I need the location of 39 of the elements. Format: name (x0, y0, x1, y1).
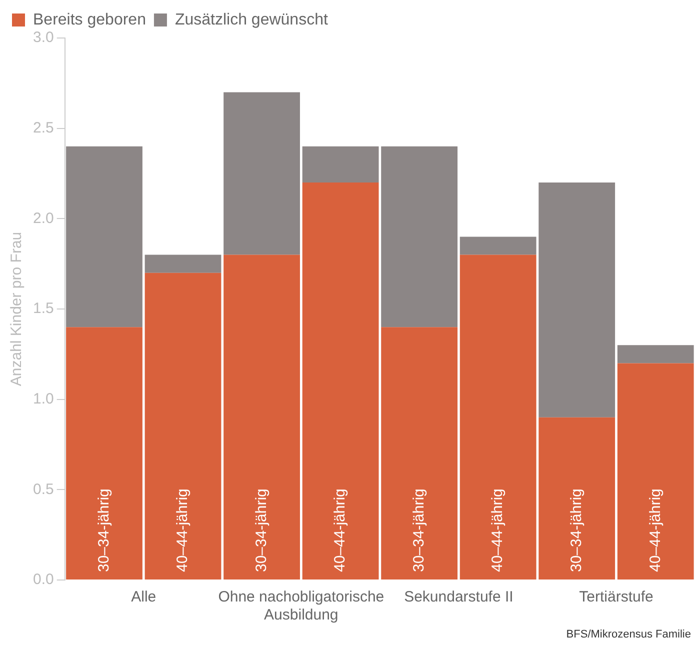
y-tick-label: 2.0 (32, 210, 54, 227)
x-tick-label: 30–34-jährig (410, 488, 428, 572)
x-tick-label: 30–34-jährig (95, 488, 112, 572)
bar (538, 182, 616, 418)
x-tick-label: 40–44-jährig (646, 488, 664, 572)
bar (381, 327, 458, 580)
y-tick-label: 1.0 (32, 390, 54, 408)
bar (381, 146, 458, 328)
bar (144, 254, 222, 273)
legend-label: Bereits geboren (33, 11, 146, 28)
bar (617, 363, 694, 580)
text: Tertiärstufe (579, 588, 654, 606)
bar (538, 417, 616, 580)
bar (617, 345, 694, 364)
y-tick-label: 0.5 (32, 480, 54, 498)
y-tick-label: 0.0 (32, 571, 54, 588)
x-tick-label: 40–44-jährig (489, 488, 506, 572)
text: Alle (131, 588, 156, 606)
x-tick-label: 40–44-jährig (174, 488, 192, 572)
x-tick-label: 30–34-jährig (252, 488, 270, 572)
legend-label: Zusätzlich gewünscht (174, 11, 328, 28)
bar (302, 182, 379, 580)
bar (460, 254, 536, 580)
y-tick-label: 2.5 (32, 119, 54, 136)
y-axis-title: Anzahl Kinder pro Frau (8, 232, 26, 386)
y-tick-label: 1.5 (32, 300, 54, 318)
bar (224, 92, 300, 255)
bar (224, 254, 300, 580)
bar (302, 146, 379, 183)
bar (460, 236, 536, 255)
x-tick-label: 40–44-jährig (332, 488, 349, 572)
x-tick-label: 30–34-jährig (568, 488, 585, 572)
text: Ohne nachobligatorische Ausbildung (218, 588, 384, 624)
text: Sekundarstufe II (404, 588, 514, 606)
bar (66, 146, 142, 328)
y-tick-label: 3.0 (32, 29, 54, 46)
bar (66, 327, 142, 580)
bar (144, 272, 222, 580)
text: BFS/Mikrozensus Familie (566, 628, 691, 641)
